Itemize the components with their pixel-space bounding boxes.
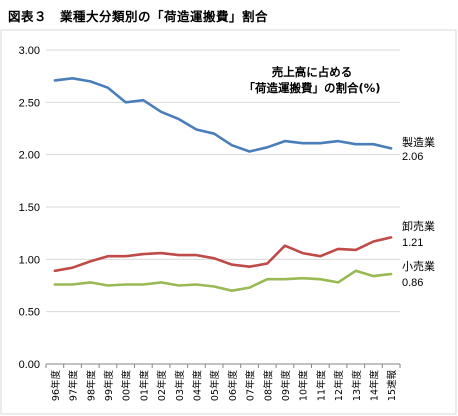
annotation-line: 「荷造運搬費」の割合(%) [243,81,380,95]
x-tick-label: 12年度 [333,370,345,402]
y-tick-label: 0.50 [19,307,40,319]
x-tick-label: 15速報 [387,370,398,402]
series-line [53,77,393,153]
chart-annotation: 売上高に占める「荷造運搬費」の割合(%) [243,65,380,95]
series-end-value: 1.21 [402,237,423,249]
y-tick-label: 3.00 [19,45,40,57]
plot-border [0,29,457,415]
series-line [53,236,393,273]
x-tick-label: 04年度 [191,370,203,402]
x-tick-label: 10年度 [298,370,310,402]
y-tick-label: 0.00 [19,359,40,371]
x-tick-label: 99年度 [103,370,115,402]
x-tick-label: 98年度 [85,370,97,402]
series-name-label: 製造業 [402,135,435,149]
series-labels: 製造業 2.06 卸売業 1.21 小売業 0.86 [402,135,435,289]
x-tick-label: 02年度 [156,370,168,402]
y-tick-label: 2.00 [19,150,40,162]
series-lines [53,77,393,293]
x-tick-label: 97年度 [68,370,80,402]
x-axis: 96年度 97年度 98年度 99年度 00年度 01年度 02年度 03年度 04年度 05年度… [45,364,401,402]
series-name-label: 小売業 [402,260,435,273]
x-tick-label: 13年度 [351,370,363,402]
x-tick-label: 01年度 [138,370,150,402]
x-tick-label: 03年度 [174,370,186,402]
x-tick-label: 11年度 [315,370,327,402]
x-tick-label: 08年度 [262,370,274,402]
x-tick-label: 00年度 [121,370,133,402]
x-tick-label: 05年度 [209,370,221,402]
series-end-value: 2.06 [402,151,423,163]
series-end-value: 0.86 [402,277,423,289]
gridlines [46,49,400,365]
series-name-label: 卸売業 [402,219,435,233]
y-tick-label: 1.00 [19,254,40,266]
y-axis-ticks: 0.00 0.50 1.00 1.50 2.00 2.50 3.00 [19,45,40,371]
x-tick-label: 96年度 [50,370,62,402]
figure-title: 図表３ 業種大分類別の「荷造運搬費」割合 [8,9,269,24]
annotation-line: 売上高に占める [272,65,353,79]
y-tick-label: 1.50 [19,202,40,214]
y-tick-label: 2.50 [19,97,40,109]
x-tick-label: 06年度 [227,370,239,402]
x-tick-label: 07年度 [245,370,257,402]
series-line [53,269,393,293]
x-tick-label: 09年度 [280,370,292,402]
x-tick-label: 14年度 [368,370,380,402]
